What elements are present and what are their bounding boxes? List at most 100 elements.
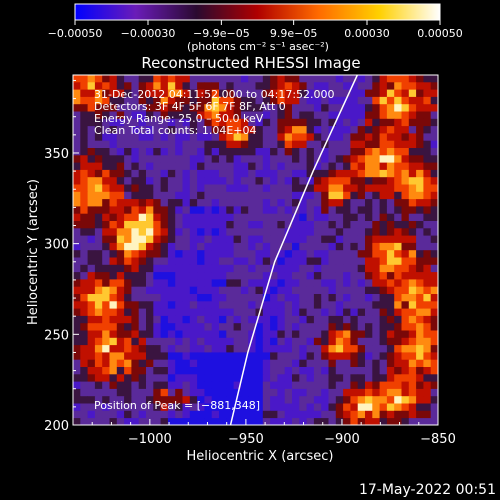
heatmap-cell [182, 374, 191, 382]
heatmap-cell [219, 337, 227, 346]
heatmap-cell [80, 148, 88, 156]
heatmap-cell [109, 221, 118, 229]
heatmap-cell [423, 367, 432, 375]
heatmap-cell [408, 89, 417, 98]
heatmap-cell [343, 418, 351, 425]
heatmap-cell [197, 381, 205, 390]
heatmap-cell [357, 345, 366, 353]
heatmap-cell [109, 213, 118, 222]
heatmap-cell [292, 133, 300, 142]
heatmap-cell [292, 228, 300, 236]
heatmap-cell [270, 410, 278, 419]
heatmap-cell [394, 257, 402, 266]
heatmap-cell [219, 126, 227, 134]
heatmap-cell [284, 191, 293, 200]
heatmap-cell [394, 367, 402, 375]
heatmap-cell [167, 286, 176, 295]
heatmap-cell [87, 315, 96, 324]
heatmap-cell [219, 75, 227, 83]
heatmap-cell [233, 184, 242, 193]
heatmap-cell [116, 75, 125, 83]
heatmap-cell [401, 345, 410, 353]
heatmap-cell [343, 133, 351, 142]
heatmap-cell [248, 330, 256, 339]
heatmap-cell [299, 184, 307, 193]
heatmap-cell [423, 396, 432, 404]
heatmap-cell [131, 352, 140, 361]
heatmap-cell [153, 126, 161, 134]
heatmap-cell [379, 359, 388, 368]
heatmap-cell [182, 148, 191, 156]
heatmap-cell [160, 272, 169, 280]
heatmap-cell [146, 162, 154, 171]
heatmap-cell [211, 315, 220, 324]
heatmap-cell [299, 104, 307, 112]
heatmap-cell [182, 352, 191, 361]
heatmap-cell [167, 367, 176, 375]
heatmap-cell [335, 140, 344, 149]
heatmap-cell [182, 126, 191, 134]
heatmap-cell [182, 396, 191, 404]
heatmap-cell [284, 403, 293, 412]
heatmap-cell [386, 148, 395, 156]
heatmap-cell [219, 330, 227, 339]
heatmap-cell [284, 301, 293, 309]
heatmap-cell [197, 133, 205, 142]
heatmap-cell [255, 396, 264, 404]
heatmap-cell [138, 191, 147, 200]
heatmap-cell [416, 177, 424, 185]
heatmap-cell [248, 96, 256, 105]
heatmap-cell [262, 118, 271, 127]
heatmap-cell [226, 140, 234, 149]
heatmap-cell [408, 272, 417, 280]
heatmap-cell [277, 381, 286, 390]
heatmap-cell [219, 264, 227, 273]
heatmap-cell [343, 191, 351, 200]
heatmap-cell [124, 118, 132, 127]
heatmap-cell [343, 221, 351, 229]
heatmap-cell [138, 272, 147, 280]
heatmap-cell [423, 191, 432, 200]
heatmap-cell [292, 89, 300, 98]
heatmap-cell [204, 381, 213, 390]
heatmap-cell [94, 184, 103, 193]
heatmap-cell [197, 308, 205, 317]
heatmap-cell [343, 403, 351, 412]
heatmap-cell [116, 367, 125, 375]
heatmap-cell [204, 235, 213, 244]
heatmap-cell [321, 75, 329, 83]
heatmap-cell [175, 104, 183, 112]
heatmap-cell [270, 381, 278, 390]
heatmap-cell [80, 279, 88, 288]
heatmap-cell [189, 323, 198, 331]
heatmap-cell [270, 169, 278, 178]
heatmap-cell [204, 308, 213, 317]
heatmap-cell [233, 206, 242, 215]
heatmap-cell [160, 96, 169, 105]
heatmap-cell [357, 104, 366, 112]
heatmap-cell [277, 89, 286, 98]
heatmap-cell [423, 403, 432, 412]
heatmap-cell [233, 96, 242, 105]
heatmap-cell [313, 374, 322, 382]
heatmap-cell [292, 403, 300, 412]
heatmap-cell [401, 418, 410, 425]
heatmap-cell [292, 250, 300, 258]
heatmap-cell [160, 213, 169, 222]
heatmap-cell [423, 352, 432, 361]
heatmap-cell [408, 374, 417, 382]
heatmap-cell [343, 169, 351, 178]
heatmap-cell [87, 199, 96, 207]
heatmap-cell [328, 301, 337, 309]
heatmap-cell [262, 221, 271, 229]
heatmap-cell [204, 418, 213, 425]
heatmap-cell [189, 410, 198, 419]
heatmap-cell [226, 272, 234, 280]
heatmap-cell [87, 191, 96, 200]
heatmap-cell [401, 82, 410, 90]
heatmap-cell [189, 345, 198, 353]
heatmap-cell [386, 250, 395, 258]
heatmap-cell [109, 133, 118, 142]
heatmap-cell [292, 301, 300, 309]
heatmap-cell [408, 359, 417, 368]
